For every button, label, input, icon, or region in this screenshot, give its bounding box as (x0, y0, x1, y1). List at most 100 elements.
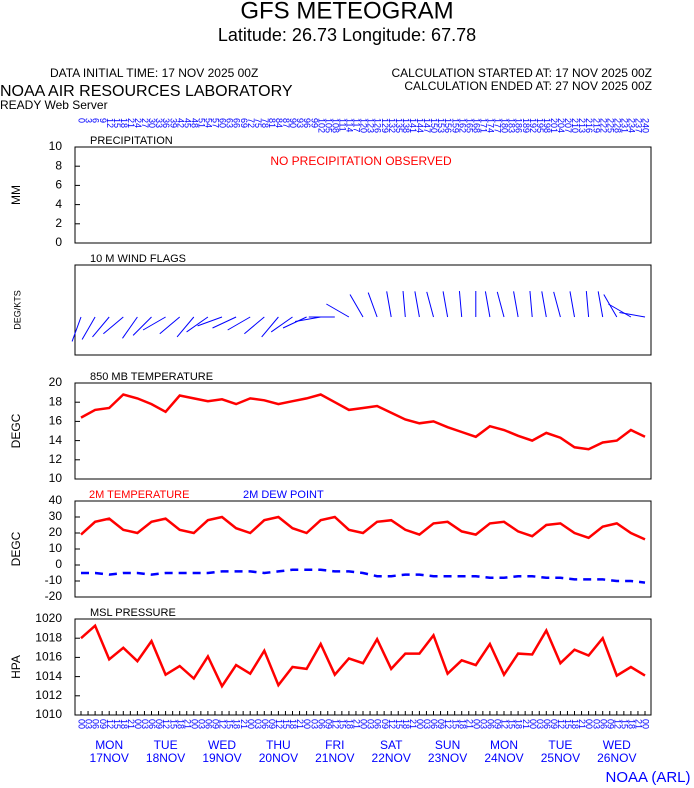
y-axis-label: HPA (9, 655, 23, 679)
hour-label: 237 (634, 118, 644, 133)
time-label: 18 (457, 719, 467, 729)
time-label: 21 (521, 719, 531, 729)
time-label: 12 (218, 719, 228, 729)
series-line (80, 515, 646, 541)
hour-label: 9 (98, 118, 108, 123)
hour-label: 156 (443, 118, 453, 133)
time-label: 12 (387, 719, 397, 729)
date-label: 24NOV (484, 751, 523, 765)
calc-started: CALCULATION STARTED AT: 17 NOV 2025 00Z (391, 66, 652, 80)
y-tick-label: 16 (49, 414, 63, 428)
wind-barb (619, 311, 646, 318)
hour-label: 45 (182, 118, 192, 128)
hour-label: 63 (225, 118, 235, 128)
y-tick-label: 1018 (35, 630, 62, 644)
y-tick-label: 20 (49, 525, 63, 539)
date-label: 18NOV (146, 751, 185, 765)
time-label: 00 (302, 719, 312, 729)
hour-label: 117 (352, 118, 362, 132)
time-label: 00 (77, 719, 87, 729)
panel-frame (74, 146, 652, 244)
time-label: 03 (591, 719, 601, 729)
wind-barb (426, 291, 434, 318)
hour-label: 147 (422, 118, 432, 133)
time-label: 12 (330, 719, 340, 729)
hour-label: 171 (478, 118, 488, 133)
annotation: NO PRECIPITATION OBSERVED (270, 154, 452, 168)
hour-label: 60 (218, 118, 228, 128)
hour-label: 78 (260, 118, 270, 128)
y-tick-label: 1010 (35, 707, 62, 721)
hour-label: 177 (493, 118, 503, 133)
hour-label: 6 (91, 118, 101, 123)
hour-label: 150 (429, 118, 439, 133)
wind-barb (541, 291, 547, 318)
y-tick-label: 0 (55, 557, 62, 571)
y-tick-label: 1012 (35, 688, 62, 702)
time-label: 09 (493, 719, 503, 729)
wind-barb (529, 291, 533, 318)
y-axis-label: DEGC (9, 531, 23, 566)
y-tick-label: 10 (49, 139, 63, 153)
hour-label: 135 (394, 118, 404, 133)
hour-label: 30 (147, 118, 157, 128)
hour-label: 87 (281, 118, 291, 128)
time-label: 03 (253, 719, 263, 729)
wind-barb (414, 291, 420, 318)
time-label: 00 (528, 719, 538, 729)
wind-barb (176, 316, 195, 338)
panel-frame (74, 264, 652, 356)
hour-label: 222 (598, 118, 608, 133)
subtitle: Latitude: 26.73 Longitude: 67.78 (218, 25, 476, 45)
hour-label: 207 (563, 118, 573, 133)
time-label: 18 (119, 719, 129, 729)
hour-label: 57 (211, 118, 221, 128)
wind-barb (142, 316, 166, 331)
date-label: 23NOV (428, 751, 467, 765)
time-label: 12 (556, 719, 566, 729)
wind-barb (349, 294, 364, 318)
time-label: 00 (246, 719, 256, 729)
hour-label: 210 (570, 118, 580, 133)
hour-label: 120 (359, 118, 369, 133)
hour-label: 240 (641, 118, 651, 133)
time-label: 12 (105, 719, 115, 729)
hour-label: 183 (507, 118, 517, 133)
hour-label: 189 (521, 118, 531, 133)
hour-label: 204 (556, 118, 566, 133)
panel-title: 850 MB TEMPERATURE (90, 371, 213, 383)
wind-barb (496, 291, 505, 318)
time-label: 18 (514, 719, 524, 729)
time-label: 12 (612, 719, 622, 729)
hour-label: 108 (330, 118, 340, 133)
time-label: 06 (91, 719, 101, 729)
hour-label: 0 (77, 118, 87, 123)
wind-barb (585, 291, 590, 318)
data-initial: DATA INITIAL TIME: 17 NOV 2025 00Z (50, 66, 258, 80)
time-label: 15 (281, 719, 291, 729)
hour-label: 12 (105, 118, 115, 128)
day-label: WED (603, 738, 631, 752)
hour-label: 219 (591, 118, 601, 133)
panel-frame (74, 500, 652, 598)
series-line (81, 568, 646, 584)
hour-label: 66 (232, 118, 242, 128)
time-label: 06 (373, 719, 383, 729)
time-label: 21 (464, 719, 474, 729)
wind-barb (244, 316, 265, 335)
wind-barb (295, 316, 321, 323)
panel-title: MSL PRESSURE (90, 607, 176, 619)
hour-label: 39 (168, 118, 178, 128)
day-label: TUE (154, 738, 178, 752)
y-tick-label: 2 (55, 216, 62, 230)
panel-frame (74, 382, 652, 480)
wind-barb (484, 291, 491, 318)
time-label: 06 (542, 719, 552, 729)
hour-label: 195 (535, 118, 545, 133)
hour-label: 186 (514, 118, 524, 133)
hour-label: 72 (246, 118, 256, 128)
time-label: 18 (175, 719, 185, 729)
time-label: 09 (98, 719, 108, 729)
hour-label: 174 (486, 118, 496, 133)
time-label: 00 (415, 719, 425, 729)
